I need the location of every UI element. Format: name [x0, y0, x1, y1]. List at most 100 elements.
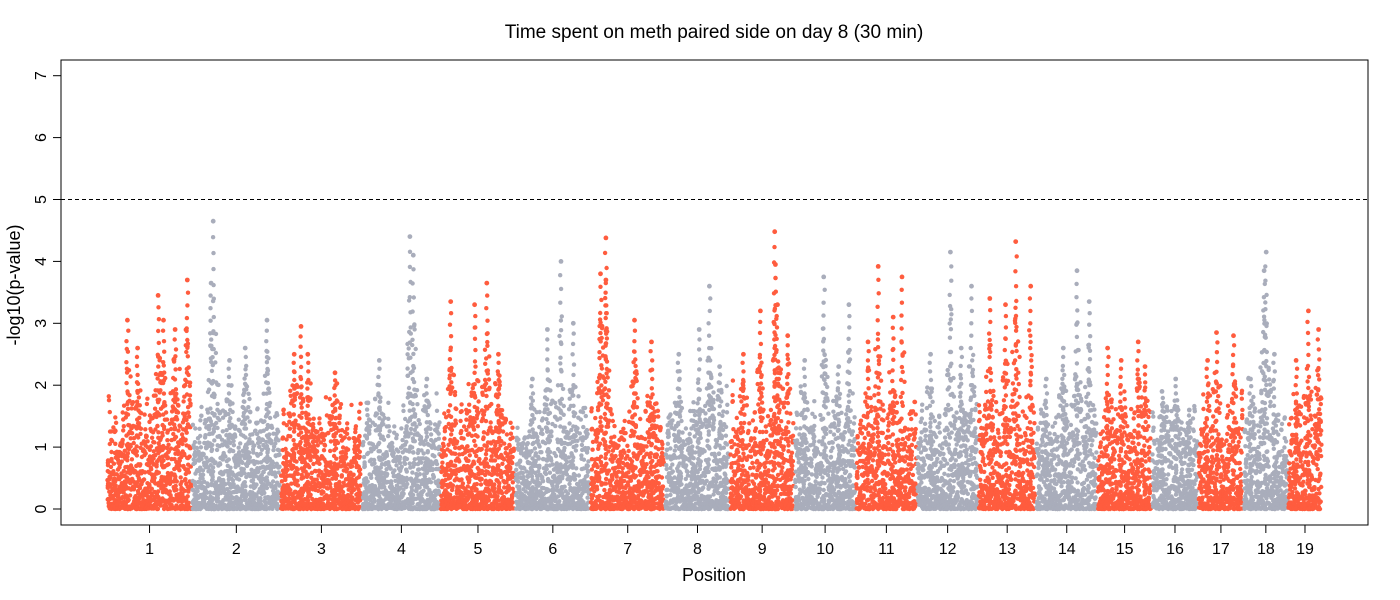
x-tick-label-1: 1: [145, 541, 154, 558]
peak-stem-chr1: [135, 390, 140, 395]
peak-stem-chr3: [332, 423, 337, 428]
peak-stem-chr14: [1074, 506, 1079, 512]
peak-stem-chr8: [718, 459, 723, 464]
peak-stem-chr19: [1294, 432, 1299, 437]
peak-point-chr9-3: [773, 262, 778, 267]
peak-stem-chr13: [1013, 388, 1019, 393]
peak-stem-chr15: [1143, 411, 1149, 417]
peak-stem-chr2: [208, 469, 213, 474]
peak-stem-chr6: [559, 369, 564, 374]
peak-stem-chr9: [786, 449, 791, 454]
peak-stem-chr6: [544, 486, 549, 492]
peak-stem-chr12: [929, 438, 934, 443]
peak-stem-chr1: [134, 453, 140, 458]
peak-stem-chr13: [1013, 447, 1018, 452]
peak-stem-chr11: [890, 474, 895, 480]
peak-stem-chr15: [1135, 497, 1140, 502]
peak-stem-chr10: [822, 481, 827, 486]
peak-stem-chr9: [772, 306, 778, 311]
peak-stem-chr7: [633, 443, 638, 449]
peak-stem-chr9: [776, 370, 781, 375]
peak-stem-chr4: [407, 446, 413, 451]
peak-stem-chr5: [447, 495, 453, 500]
peak-stem-chr1: [172, 447, 177, 452]
peak-point-chr1-0: [125, 317, 130, 323]
peak-stem-chr2: [242, 471, 247, 476]
peak-stem-chr8: [707, 407, 712, 413]
peak-stem-chr11: [866, 460, 871, 465]
peak-point-chr19-2: [1316, 327, 1321, 332]
peak-stem-chr15: [1143, 506, 1149, 512]
peak-stem-chr12: [947, 335, 953, 340]
peak-stem-chr15: [1135, 367, 1141, 372]
peak-stem-chr13: [1003, 495, 1008, 500]
peak-stem-chr1: [161, 339, 167, 344]
peak-stem-chr2: [211, 250, 216, 256]
peak-stem-chr12: [970, 370, 975, 375]
peak-point-chr1-1: [135, 345, 141, 351]
peak-stem-chr5: [485, 293, 490, 298]
peak-stem-chr16: [1187, 484, 1192, 490]
peak-stem-chr12: [968, 345, 973, 351]
peak-stem-chr8: [717, 396, 722, 401]
peak-stem-chr1: [161, 443, 166, 449]
peak-stem-chr13: [1004, 472, 1009, 478]
peak-stem-chr13: [1028, 383, 1033, 388]
peak-stem-chr8: [676, 446, 682, 451]
peak-stem-chr12: [958, 399, 964, 404]
chromosome-5-points: [438, 325, 517, 512]
peak-stem-chr3: [333, 416, 338, 421]
peak-stem-chr6: [559, 465, 564, 470]
peak-stem-chr10: [802, 465, 808, 470]
peak-stem-chr5: [473, 313, 478, 319]
peak-stem-chr17: [1231, 381, 1237, 386]
peak-stem-chr6: [559, 341, 564, 347]
peak-stem-chr5: [497, 438, 502, 443]
peak-stem-chr15: [1142, 427, 1147, 433]
peak-stem-chr8: [677, 403, 682, 408]
peak-stem-chr1: [172, 466, 177, 472]
peak-stem-chr12: [928, 489, 934, 494]
peak-stem-chr5: [448, 449, 453, 454]
peak-stem-chr8: [707, 308, 712, 314]
peak-stem-chr9: [772, 244, 777, 250]
peak-stem-chr9: [785, 439, 791, 444]
peak-stem-chr15: [1143, 483, 1148, 488]
peak-stem-chr4: [410, 309, 415, 314]
peak-stem-chr1: [135, 417, 140, 422]
peak-point-chr13-3: [1028, 283, 1034, 289]
peak-stem-chr8: [696, 397, 701, 402]
peak-point-chr9-0: [741, 351, 746, 357]
peak-stem-chr4: [408, 400, 413, 406]
peak-stem-chr15: [1142, 388, 1147, 393]
peak-point-chr2-2: [227, 358, 232, 363]
peak-stem-chr17: [1230, 449, 1235, 454]
peak-stem-chr2: [208, 306, 213, 311]
peak-point-chr16-1: [1173, 376, 1179, 382]
peak-stem-chr5: [484, 481, 489, 487]
peak-stem-chr8: [706, 444, 712, 450]
peak-stem-chr6: [530, 463, 536, 468]
peak-stem-chr10: [836, 491, 841, 496]
peak-stem-chr17: [1206, 498, 1211, 503]
peak-stem-chr2: [243, 372, 249, 378]
peak-point-chr2-0: [210, 218, 216, 224]
peak-stem-chr7: [649, 386, 654, 391]
peak-stem-chr18: [1248, 492, 1253, 497]
peak-stem-chr16: [1186, 413, 1192, 418]
peak-stem-chr14: [1087, 311, 1092, 316]
peak-stem-chr18: [1263, 406, 1268, 412]
peak-stem-chr15: [1119, 432, 1124, 437]
peak-stem-chr19: [1317, 447, 1322, 452]
peak-stem-chr5: [483, 418, 489, 424]
peak-stem-chr15: [1104, 497, 1110, 503]
peak-stem-chr12: [948, 364, 953, 369]
peak-stem-chr13: [1014, 491, 1019, 497]
peak-stem-chr13: [988, 389, 993, 395]
peak-stem-chr7: [599, 480, 604, 486]
peak-stem-chr13: [1003, 404, 1008, 410]
peak-stem-chr1: [184, 443, 189, 448]
peak-stem-chr5: [448, 334, 454, 339]
peak-stem-chr19: [1316, 496, 1321, 502]
peak-stem-chr6: [530, 427, 535, 432]
